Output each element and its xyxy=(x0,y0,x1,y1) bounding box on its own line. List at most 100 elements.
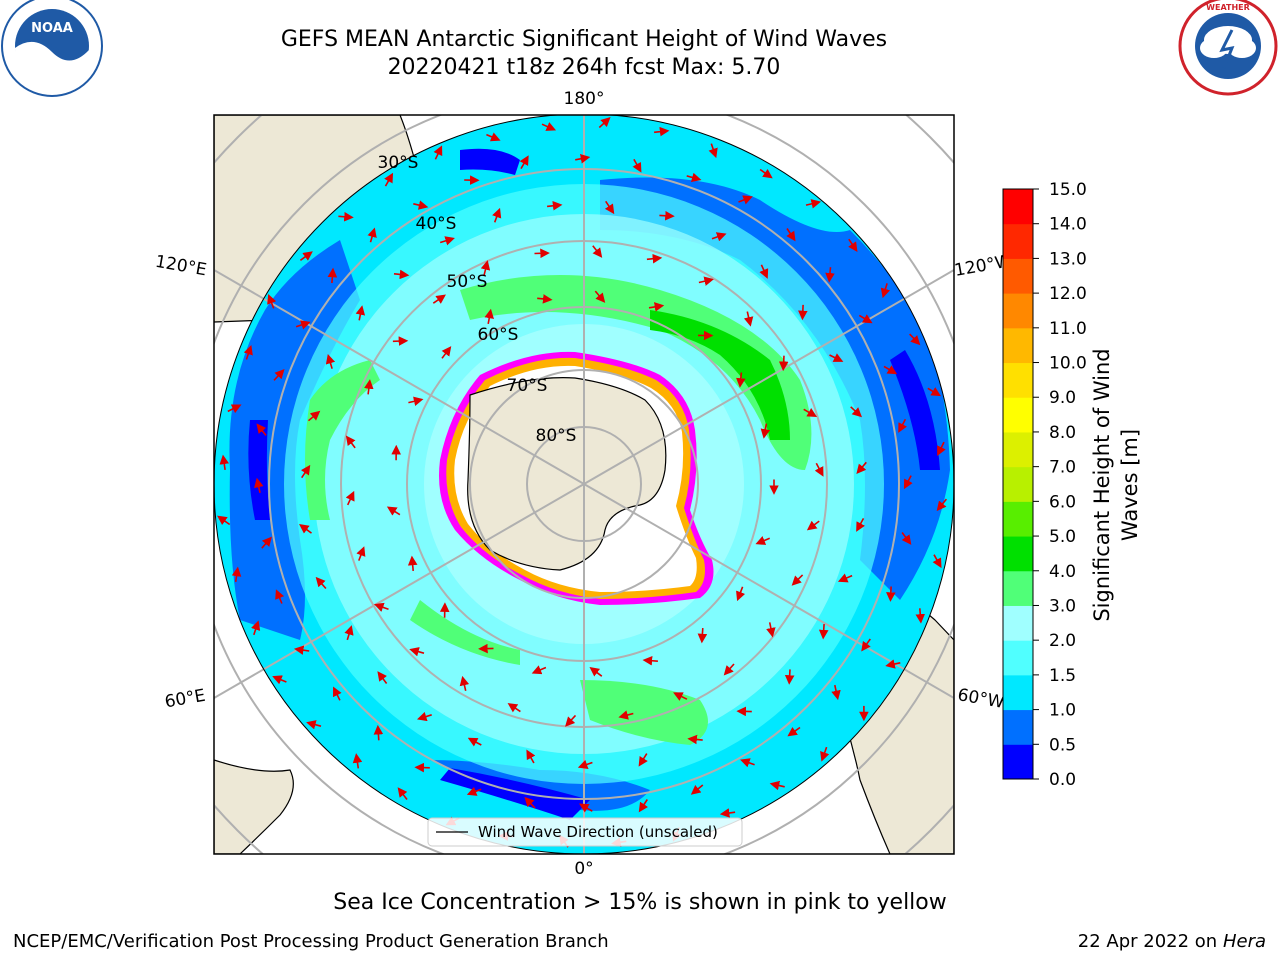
noaa-logo: NOAA xyxy=(1,0,103,97)
wind-wave-arrow xyxy=(355,305,366,321)
wind-wave-arrow xyxy=(848,238,858,252)
wind-wave-arrow xyxy=(345,435,356,449)
wind-wave-arrow xyxy=(738,195,753,205)
wind-wave-arrow xyxy=(638,799,649,813)
wind-wave-arrow xyxy=(519,155,529,169)
wind-wave-arrow xyxy=(345,490,355,506)
wind-wave-arrow xyxy=(806,520,820,531)
wind-wave-arrow xyxy=(531,665,547,675)
wind-wave-arrow xyxy=(604,200,615,215)
wind-wave-arrow xyxy=(736,586,746,602)
lat-label-80: 80°S xyxy=(536,426,577,446)
colorbar-segment xyxy=(1003,431,1033,468)
wind-wave-arrow xyxy=(325,353,336,369)
colorbar-segment xyxy=(1003,189,1033,225)
colorbar-segment xyxy=(1003,397,1033,433)
wind-wave-arrow xyxy=(820,746,830,762)
wind-wave-arrow xyxy=(803,408,818,417)
wind-wave-arrow xyxy=(936,498,948,512)
colorbar-tick-label: 15.0 xyxy=(1049,180,1087,200)
wind-wave-arrow xyxy=(306,720,322,730)
wind-wave-arrow xyxy=(327,267,338,284)
colorbar-segment xyxy=(1003,293,1033,329)
colorbar-tick-label: 8.0 xyxy=(1049,423,1076,443)
wind-wave-arrow xyxy=(646,253,663,264)
colorbar-segment xyxy=(1003,466,1033,502)
colorbar-tick-label: 7.0 xyxy=(1049,458,1076,478)
wind-wave-arrow xyxy=(459,675,470,691)
colorbar-segment xyxy=(1003,327,1033,364)
wind-wave-arrow xyxy=(575,154,591,164)
wind-wave-arrow xyxy=(723,663,735,676)
wind-wave-arrow xyxy=(659,210,675,221)
colorbar-tick-label: 5.0 xyxy=(1049,527,1076,547)
wind-wave-arrow xyxy=(786,228,796,242)
wind-wave-arrow xyxy=(300,464,311,479)
wind-wave-arrow xyxy=(578,803,593,813)
legend-label: Wind Wave Direction (unscaled) xyxy=(478,823,718,841)
wind-wave-arrow xyxy=(932,554,942,569)
wind-wave-arrow xyxy=(267,294,277,309)
colorbar-segment xyxy=(1003,362,1033,398)
wind-wave-arrow xyxy=(364,379,374,395)
wind-wave-arrow xyxy=(837,573,853,583)
colorbar-tick-label: 1.0 xyxy=(1049,701,1076,721)
wind-wave-arrow xyxy=(711,232,727,242)
credit-branch: NCEP/EMC/Verification Post Processing Pr… xyxy=(13,931,609,952)
wind-wave-arrow xyxy=(439,236,455,246)
colorbar-tick-label: 2.0 xyxy=(1049,631,1076,651)
colorbar-tick-label: 14.0 xyxy=(1049,215,1087,235)
wind-wave-arrow xyxy=(407,555,418,571)
wind-wave-arrow xyxy=(373,724,384,741)
wind-wave-arrow xyxy=(654,126,670,137)
wind-wave-arrow xyxy=(791,574,804,586)
colorbar-tick-label: 10.0 xyxy=(1049,354,1087,374)
colorbar: 0.0 0.5 1.0 1.5 2.0 3.0 4.0 5.0 6.0 7.0 8.0 9.0 10.0… xyxy=(1002,180,1087,790)
wind-wave-arrow xyxy=(484,308,494,325)
credit-date-text: 22 Apr 2022 on xyxy=(1077,931,1218,952)
wind-wave-arrow xyxy=(272,675,287,685)
wind-wave-arrow xyxy=(880,283,891,299)
wind-wave-arrow xyxy=(818,624,829,640)
wind-wave-arrow xyxy=(486,132,501,142)
wind-wave-arrow xyxy=(589,666,603,677)
lat-label-50: 50°S xyxy=(447,272,488,292)
wind-wave-arrow xyxy=(537,294,553,304)
lon-label-lower-left: 60°E xyxy=(163,686,207,713)
wind-wave-arrow xyxy=(825,267,835,283)
wind-wave-arrow xyxy=(594,290,606,303)
wind-wave-arrow xyxy=(638,753,648,767)
figure-title: GEFS MEAN Antarctic Significant Height o… xyxy=(184,26,984,82)
wind-wave-arrow xyxy=(829,353,844,362)
lon-label-top: 180° xyxy=(564,89,605,109)
wind-wave-arrow xyxy=(367,227,377,243)
wind-wave-arrow xyxy=(805,199,822,209)
wind-wave-arrow xyxy=(227,404,242,414)
wind-wave-arrow xyxy=(547,200,563,211)
wind-wave-arrow xyxy=(719,808,736,818)
nws-logo-text: WEATHER xyxy=(1206,3,1250,12)
credit-date: 22 Apr 2022 on Hera xyxy=(1078,931,1266,952)
wind-wave-arrow xyxy=(243,344,253,360)
colorbar-tick-label: 13.0 xyxy=(1049,249,1087,269)
lon-label-lower-right: 60°W xyxy=(956,685,1006,713)
colorbar-tick-label: 3.0 xyxy=(1049,596,1076,616)
wind-wave-arrow xyxy=(541,122,557,131)
wind-wave-arrow xyxy=(275,589,285,604)
wind-wave-arrow xyxy=(927,387,941,397)
wind-wave-arrow xyxy=(708,143,718,159)
wind-wave-arrow xyxy=(315,576,327,590)
colorbar-segment xyxy=(1003,536,1033,572)
colorbar-tick-label: 1.5 xyxy=(1049,666,1076,686)
latitude-labels: 30°S 40°S 50°S 60°S 70°S 80°S xyxy=(378,153,577,446)
wind-wave-arrow xyxy=(433,145,443,160)
colorbar-tick-label: 9.0 xyxy=(1049,388,1076,408)
wind-wave-arrow xyxy=(759,168,773,179)
wind-wave-arrow xyxy=(397,787,408,800)
colorbar-segment xyxy=(1003,223,1033,259)
wind-wave-arrow xyxy=(850,406,862,418)
wind-wave-arrow xyxy=(251,620,261,636)
wind-wave-arrow xyxy=(766,622,776,638)
wind-wave-arrow xyxy=(466,786,482,796)
